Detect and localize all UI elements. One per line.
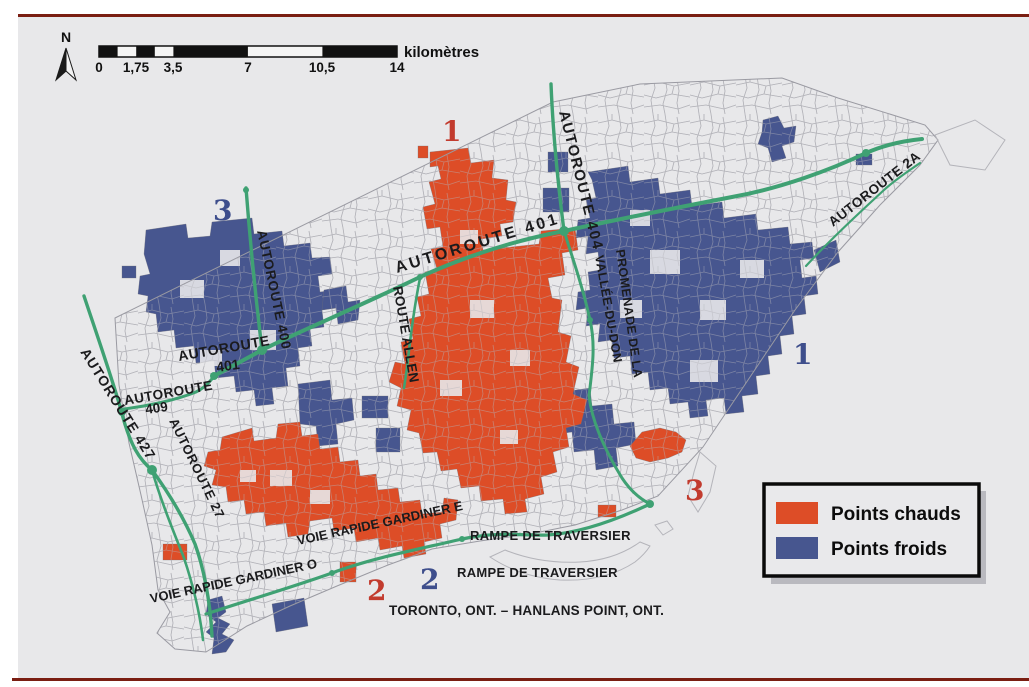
region-number: 2 <box>420 563 439 596</box>
region-number: 3 <box>685 474 704 507</box>
scalebar-segments <box>99 46 397 57</box>
scalebar-unit: kilomètres <box>404 44 479 61</box>
highway-2a-line <box>804 161 922 268</box>
scalebar-tick: 14 <box>389 60 405 75</box>
scalebar-tick: 1,75 <box>123 60 150 75</box>
island-small <box>654 520 674 536</box>
road-label-409-line2: 409 <box>144 399 168 417</box>
ferry-ramp-label-1: RAMPE DE TRAVERSIER <box>470 528 631 543</box>
highway-409-line <box>122 374 216 411</box>
highway-27-line <box>150 468 205 642</box>
ferry-ramp-label-2: RAMPE DE TRAVERSIER <box>457 565 618 580</box>
hot-spot-small <box>417 145 429 159</box>
legend-label-hot: Points chauds <box>831 504 961 525</box>
gardiner-expressway-line <box>204 502 652 616</box>
scalebar-tick: 3,5 <box>164 60 183 75</box>
region-numbers: 1 3 1 3 2 2 <box>213 115 812 607</box>
region-number: 3 <box>213 194 232 227</box>
cold-spot-small <box>121 265 137 279</box>
scalebar-tick: 10,5 <box>309 60 336 75</box>
allen-road-line <box>402 276 422 390</box>
road-label-401-line2: 401 <box>215 356 241 375</box>
toronto-hotspot-map: AUTOROUTE 404 AUTOROUTE 401 AUTOROUTE 40… <box>18 17 1029 678</box>
east-shore-outline <box>934 119 1006 171</box>
toronto-islands-outline <box>488 541 651 581</box>
scalebar: 0 1,75 3,5 7 10,5 14 kilomètres <box>95 44 479 75</box>
interchange-dots <box>118 149 870 576</box>
region-number: 2 <box>367 574 386 607</box>
legend-label-cold: Points froids <box>831 539 947 560</box>
scalebar-tick: 0 <box>95 60 103 75</box>
legend-box <box>762 482 981 578</box>
city-boundary-line <box>114 77 939 653</box>
highway-400-line <box>244 186 264 352</box>
region-number: 1 <box>793 338 812 371</box>
highway-404-line <box>549 82 566 233</box>
legend-swatch-hot <box>776 502 818 524</box>
north-arrow-right-half <box>65 47 78 82</box>
north-arrow-label: N <box>61 29 71 45</box>
leslie-spit-outline <box>687 451 717 513</box>
region-number: 1 <box>442 115 461 148</box>
tract-mesh-overlay <box>115 78 938 652</box>
map-panel: AUTOROUTE 404 AUTOROUTE 401 AUTOROUTE 40… <box>18 17 1029 678</box>
place-labels: RAMPE DE TRAVERSIER RAMPE DE TRAVERSIER … <box>389 528 664 618</box>
islands <box>488 119 1006 581</box>
north-arrow: N <box>54 29 78 82</box>
legend: Points chauds Points froids <box>762 482 986 584</box>
scalebar-tick: 7 <box>244 60 252 75</box>
highways <box>82 82 924 642</box>
don-valley-parkway-line <box>562 229 652 506</box>
toronto-hanlans-label: TORONTO, ONT. – HANLANS POINT, ONT. <box>389 603 664 618</box>
legend-swatch-cold <box>776 537 818 559</box>
bottom-rule <box>12 678 1029 681</box>
top-rule <box>18 14 1029 17</box>
